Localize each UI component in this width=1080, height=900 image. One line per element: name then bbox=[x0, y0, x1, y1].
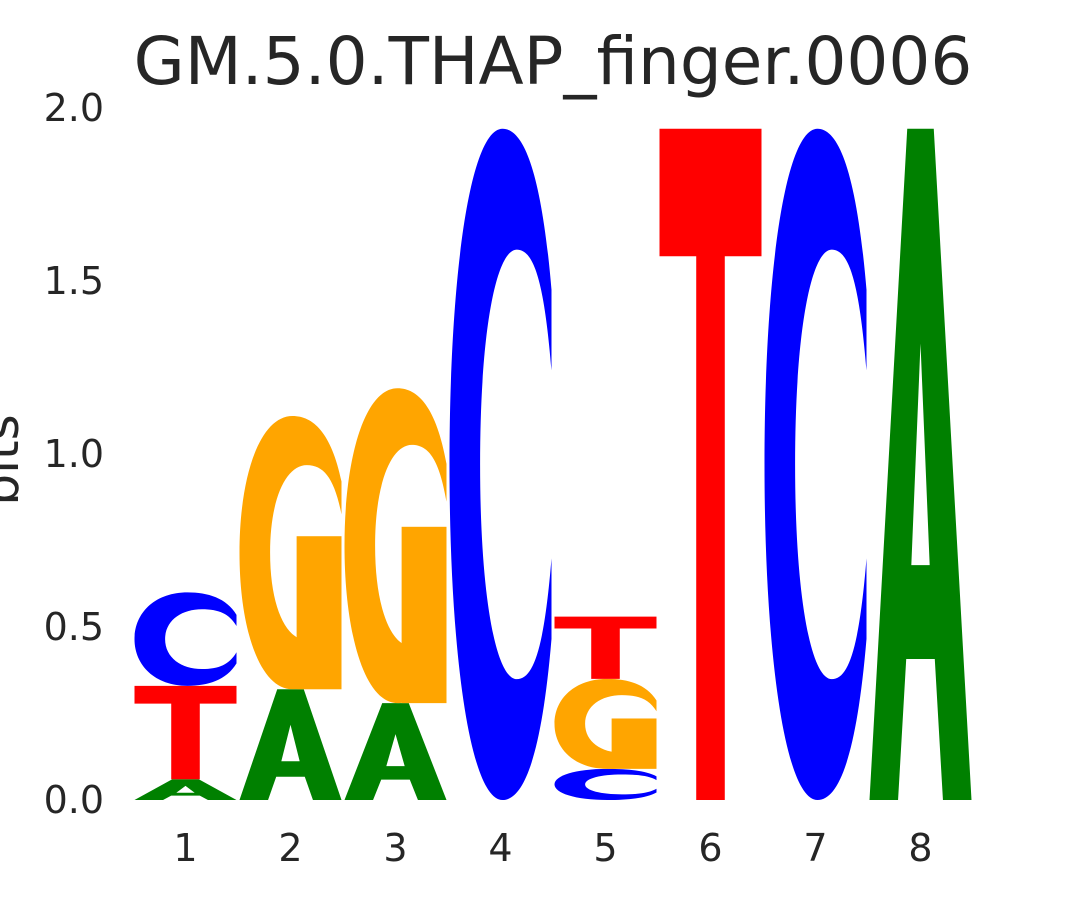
letter-g bbox=[239, 415, 342, 690]
y-axis: 0.0 0.5 1.0 1.5 2.0 bbox=[44, 86, 104, 822]
x-tick-label: 4 bbox=[488, 826, 512, 870]
letter-t bbox=[554, 616, 657, 679]
y-tick-label: 2.0 bbox=[44, 86, 104, 130]
letter-g bbox=[554, 678, 657, 769]
letter-a bbox=[239, 689, 342, 801]
logo-letters bbox=[134, 128, 972, 801]
letter-g bbox=[344, 388, 447, 704]
y-tick-label: 0.0 bbox=[44, 778, 104, 822]
y-tick-label: 1.0 bbox=[44, 432, 104, 476]
x-tick-label: 1 bbox=[173, 826, 197, 870]
letter-a bbox=[869, 128, 972, 800]
x-tick-label: 2 bbox=[278, 826, 302, 870]
x-tick-label: 6 bbox=[698, 826, 722, 870]
y-tick-label: 0.5 bbox=[44, 605, 104, 649]
x-tick-label: 5 bbox=[593, 826, 617, 870]
letter-a bbox=[134, 779, 237, 800]
letter-t bbox=[134, 685, 237, 780]
y-tick-label: 1.5 bbox=[44, 259, 104, 303]
letter-c bbox=[554, 768, 657, 800]
chart-title: GM.5.0.THAP_finger.0006 bbox=[134, 23, 973, 100]
letter-a bbox=[344, 703, 447, 800]
x-axis: 1 2 3 4 5 6 7 8 bbox=[173, 826, 932, 870]
x-tick-label: 8 bbox=[908, 826, 932, 870]
x-tick-label: 7 bbox=[803, 826, 827, 870]
y-axis-label: bits bbox=[0, 414, 30, 505]
letter-c bbox=[134, 592, 237, 686]
letter-t bbox=[659, 128, 762, 800]
x-tick-label: 3 bbox=[383, 826, 407, 870]
letter-c bbox=[764, 128, 867, 800]
letter-c bbox=[449, 128, 552, 800]
